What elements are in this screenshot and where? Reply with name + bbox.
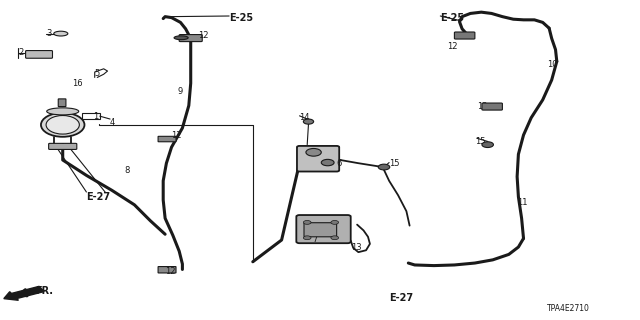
FancyArrow shape (4, 286, 44, 300)
Text: E-27: E-27 (86, 192, 111, 202)
FancyBboxPatch shape (296, 215, 351, 243)
Text: 6: 6 (336, 159, 341, 168)
Text: 3: 3 (46, 29, 51, 38)
Text: 2: 2 (18, 48, 23, 57)
Circle shape (306, 148, 321, 156)
Circle shape (331, 220, 339, 224)
FancyBboxPatch shape (158, 267, 176, 273)
FancyBboxPatch shape (482, 103, 502, 110)
Circle shape (378, 164, 390, 170)
Text: 5: 5 (95, 69, 100, 78)
Circle shape (482, 142, 493, 148)
Text: E-25: E-25 (229, 12, 253, 23)
Text: TPA4E2710: TPA4E2710 (547, 304, 590, 313)
FancyBboxPatch shape (58, 99, 66, 107)
FancyBboxPatch shape (297, 146, 339, 172)
Text: 8: 8 (125, 166, 130, 175)
FancyBboxPatch shape (304, 223, 337, 237)
Circle shape (303, 236, 311, 240)
Ellipse shape (54, 31, 68, 36)
Text: 9: 9 (178, 87, 183, 96)
FancyBboxPatch shape (49, 143, 77, 149)
Circle shape (303, 220, 311, 224)
Text: FR.: FR. (35, 286, 53, 296)
Text: 7: 7 (312, 235, 317, 244)
Text: 4: 4 (110, 118, 115, 127)
Text: 12: 12 (172, 131, 182, 140)
Text: 12: 12 (477, 102, 487, 111)
Circle shape (331, 236, 339, 240)
Text: 10: 10 (547, 60, 557, 69)
Text: 14: 14 (300, 113, 310, 122)
Text: 1: 1 (93, 112, 98, 121)
Text: 12: 12 (198, 31, 209, 40)
Text: E-25: E-25 (440, 12, 465, 23)
FancyBboxPatch shape (26, 51, 52, 58)
Text: 13: 13 (351, 243, 362, 252)
Ellipse shape (41, 113, 84, 137)
Ellipse shape (46, 116, 79, 134)
Text: 15: 15 (389, 159, 399, 168)
Ellipse shape (47, 108, 79, 115)
FancyBboxPatch shape (454, 32, 475, 39)
FancyBboxPatch shape (179, 35, 202, 42)
Text: 15: 15 (475, 137, 485, 146)
Circle shape (321, 159, 334, 166)
Text: E-27: E-27 (389, 293, 413, 303)
Text: 16: 16 (72, 79, 83, 88)
Circle shape (303, 119, 314, 124)
Ellipse shape (174, 36, 188, 40)
Text: 12: 12 (165, 267, 175, 276)
FancyBboxPatch shape (158, 136, 176, 142)
Text: 11: 11 (517, 198, 527, 207)
Text: 12: 12 (447, 42, 457, 51)
